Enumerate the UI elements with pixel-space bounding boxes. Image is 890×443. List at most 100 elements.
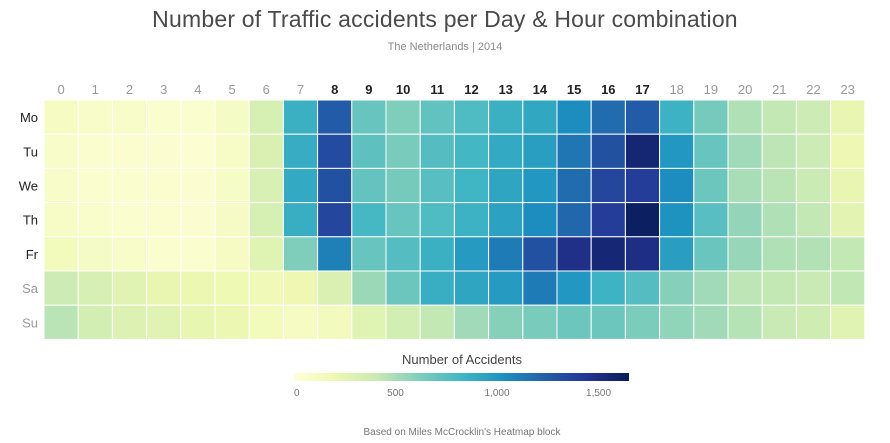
- heatmap-cell-mo-0[interactable]: Mo 0:00 — 120: [43, 99, 79, 135]
- heatmap-cell-th-5[interactable]: Th 5:00 — 105: [214, 202, 250, 238]
- heatmap-cell-we-14[interactable]: We 14:00 — 1000: [522, 167, 558, 204]
- heatmap-cell-su-16[interactable]: Su 16:00 — 680: [590, 304, 626, 340]
- heatmap-cell-fr-6[interactable]: Fr 6:00 — 280: [248, 236, 284, 272]
- heatmap-cell-tu-18[interactable]: Tu 18:00 — 1000: [659, 133, 695, 169]
- heatmap-cell-su-12[interactable]: Su 12:00 — 520: [453, 304, 490, 340]
- heatmap-cell-th-0[interactable]: Th 0:00 — 95: [43, 202, 79, 238]
- heatmap-cell-fr-20[interactable]: Fr 20:00 — 550: [727, 236, 763, 272]
- heatmap-cell-fr-7[interactable]: Fr 7:00 — 620: [282, 236, 319, 272]
- heatmap-cell-sa-8[interactable]: Sa 8:00 — 310: [317, 270, 353, 306]
- heatmap-cell-mo-13[interactable]: Mo 13:00 — 860: [488, 99, 524, 135]
- heatmap-cell-tu-22[interactable]: Tu 22:00 — 380: [795, 133, 832, 169]
- heatmap-cell-sa-6[interactable]: Sa 6:00 — 170: [248, 270, 284, 306]
- heatmap-cell-th-19[interactable]: Th 19:00 — 750: [693, 202, 729, 238]
- heatmap-cell-su-21[interactable]: Su 21:00 — 400: [761, 304, 797, 340]
- heatmap-cell-sa-13[interactable]: Sa 13:00 — 980: [488, 270, 524, 306]
- heatmap-cell-tu-0[interactable]: Tu 0:00 — 80: [43, 133, 79, 169]
- heatmap-cell-mo-11[interactable]: Mo 11:00 — 720: [419, 99, 455, 135]
- heatmap-cell-tu-2[interactable]: Tu 2:00 — 50: [111, 133, 148, 169]
- heatmap-cell-mo-19[interactable]: Mo 19:00 — 650: [693, 99, 729, 135]
- heatmap-cell-th-11[interactable]: Th 11:00 — 780: [419, 202, 455, 238]
- heatmap-cell-th-22[interactable]: Th 22:00 — 420: [795, 202, 832, 238]
- heatmap-cell-fr-17[interactable]: Fr 17:00 — 1500: [624, 236, 661, 272]
- heatmap-cell-fr-3[interactable]: Fr 3:00 — 60: [146, 236, 182, 272]
- heatmap-cell-su-9[interactable]: Su 9:00 — 280: [351, 304, 387, 340]
- heatmap-cell-we-21[interactable]: We 21:00 — 450: [761, 167, 797, 204]
- heatmap-cell-mo-3[interactable]: Mo 3:00 — 60: [146, 99, 182, 135]
- heatmap-cell-su-4[interactable]: Su 4:00 — 240: [180, 304, 216, 340]
- heatmap-cell-th-9[interactable]: Th 9:00 — 810: [351, 202, 387, 238]
- heatmap-cell-th-13[interactable]: Th 13:00 — 940: [488, 202, 524, 238]
- heatmap-cell-su-18[interactable]: Su 18:00 — 570: [659, 304, 695, 340]
- heatmap-cell-we-22[interactable]: We 22:00 — 390: [795, 167, 832, 204]
- heatmap-cell-fr-21[interactable]: Fr 21:00 — 480: [761, 236, 797, 272]
- heatmap-cell-th-21[interactable]: Th 21:00 — 480: [761, 202, 797, 238]
- heatmap-cell-sa-15[interactable]: Sa 15:00 — 1000: [556, 270, 592, 306]
- heatmap-cell-su-23[interactable]: Su 23:00 — 270: [830, 304, 866, 340]
- heatmap-cell-fr-5[interactable]: Fr 5:00 — 115: [214, 236, 250, 272]
- heatmap-cell-fr-13[interactable]: Fr 13:00 — 1120: [488, 236, 524, 272]
- heatmap-cell-mo-17[interactable]: Mo 17:00 — 1250: [624, 99, 661, 135]
- heatmap-cell-sa-23[interactable]: Sa 23:00 — 430: [830, 270, 866, 306]
- heatmap-cell-fr-9[interactable]: Fr 9:00 — 700: [351, 236, 387, 272]
- heatmap-cell-th-7[interactable]: Th 7:00 — 870: [282, 202, 319, 238]
- heatmap-cell-sa-7[interactable]: Sa 7:00 — 200: [282, 270, 319, 306]
- heatmap-cell-fr-15[interactable]: Fr 15:00 — 1480: [556, 236, 592, 272]
- heatmap-cell-su-22[interactable]: Su 22:00 — 370: [795, 304, 832, 340]
- heatmap-cell-th-17[interactable]: Th 17:00 — 1620: [624, 202, 661, 238]
- heatmap-cell-sa-17[interactable]: Sa 17:00 — 760: [624, 270, 661, 306]
- heatmap-cell-fr-8[interactable]: Fr 8:00 — 1100: [317, 236, 353, 272]
- heatmap-cell-we-0[interactable]: We 0:00 — 85: [43, 167, 79, 204]
- heatmap-cell-we-1[interactable]: We 1:00 — 60: [77, 167, 113, 204]
- heatmap-cell-we-5[interactable]: We 5:00 — 100: [214, 167, 250, 204]
- heatmap-cell-we-8[interactable]: We 8:00 — 1300: [317, 167, 353, 204]
- heatmap-cell-su-2[interactable]: Su 2:00 — 300: [111, 304, 148, 340]
- heatmap-cell-tu-7[interactable]: Tu 7:00 — 880: [282, 133, 319, 169]
- heatmap-cell-mo-1[interactable]: Mo 1:00 — 90: [77, 99, 113, 135]
- heatmap-cell-su-3[interactable]: Su 3:00 — 270: [146, 304, 182, 340]
- heatmap-cell-tu-19[interactable]: Tu 19:00 — 700: [693, 133, 729, 169]
- heatmap-cell-mo-10[interactable]: Mo 10:00 — 620: [385, 99, 421, 135]
- heatmap-cell-tu-10[interactable]: Tu 10:00 — 640: [385, 133, 421, 169]
- heatmap-cell-sa-11[interactable]: Sa 11:00 — 870: [419, 270, 455, 306]
- heatmap-cell-we-2[interactable]: We 2:00 — 55: [111, 167, 148, 204]
- heatmap-cell-fr-12[interactable]: Fr 12:00 — 980: [453, 236, 490, 272]
- heatmap-cell-th-15[interactable]: Th 15:00 — 1200: [556, 202, 592, 238]
- heatmap-cell-sa-3[interactable]: Sa 3:00 — 230: [146, 270, 182, 306]
- heatmap-cell-tu-8[interactable]: Tu 8:00 — 1330: [317, 133, 353, 169]
- heatmap-cell-tu-17[interactable]: Tu 17:00 — 1560: [624, 133, 661, 169]
- heatmap-cell-mo-8[interactable]: Mo 8:00 — 1250: [317, 99, 353, 135]
- heatmap-cell-fr-14[interactable]: Fr 14:00 — 1300: [522, 236, 558, 272]
- heatmap-cell-tu-6[interactable]: Tu 6:00 — 310: [248, 133, 284, 169]
- heatmap-cell-th-1[interactable]: Th 1:00 — 65: [77, 202, 113, 238]
- heatmap-cell-we-6[interactable]: We 6:00 — 320: [248, 167, 284, 204]
- heatmap-cell-mo-23[interactable]: Mo 23:00 — 230: [830, 99, 866, 135]
- heatmap-cell-th-18[interactable]: Th 18:00 — 1020: [659, 202, 695, 238]
- heatmap-cell-su-5[interactable]: Su 5:00 — 210: [214, 304, 250, 340]
- heatmap-cell-mo-15[interactable]: Mo 15:00 — 1050: [556, 99, 592, 135]
- heatmap-cell-su-20[interactable]: Su 20:00 — 460: [727, 304, 763, 340]
- heatmap-cell-th-23[interactable]: Th 23:00 — 260: [830, 202, 866, 238]
- heatmap-cell-th-8[interactable]: Th 8:00 — 1350: [317, 202, 353, 238]
- heatmap-cell-we-7[interactable]: We 7:00 — 900: [282, 167, 319, 204]
- heatmap-cell-tu-3[interactable]: Tu 3:00 — 45: [146, 133, 182, 169]
- heatmap-cell-th-16[interactable]: Th 16:00 — 1400: [590, 202, 626, 238]
- heatmap-cell-sa-2[interactable]: Sa 2:00 — 270: [111, 270, 148, 306]
- heatmap-cell-tu-21[interactable]: Tu 21:00 — 440: [761, 133, 797, 169]
- heatmap-cell-tu-16[interactable]: Tu 16:00 — 1300: [590, 133, 626, 169]
- heatmap-cell-sa-12[interactable]: Sa 12:00 — 920: [453, 270, 490, 306]
- heatmap-cell-sa-16[interactable]: Sa 16:00 — 840: [590, 270, 626, 306]
- heatmap-cell-sa-18[interactable]: Sa 18:00 — 600: [659, 270, 695, 306]
- heatmap-cell-su-1[interactable]: Su 1:00 — 350: [77, 304, 113, 340]
- heatmap-cell-we-18[interactable]: We 18:00 — 1050: [659, 167, 695, 204]
- heatmap-cell-we-10[interactable]: We 10:00 — 650: [385, 167, 421, 204]
- heatmap-cell-sa-21[interactable]: Sa 21:00 — 420: [761, 270, 797, 306]
- heatmap-cell-th-20[interactable]: Th 20:00 — 560: [727, 202, 763, 238]
- heatmap-cell-sa-19[interactable]: Sa 19:00 — 520: [693, 270, 729, 306]
- heatmap-cell-fr-18[interactable]: Fr 18:00 — 960: [659, 236, 695, 272]
- heatmap-cell-tu-13[interactable]: Tu 13:00 — 900: [488, 133, 524, 169]
- heatmap-cell-fr-11[interactable]: Fr 11:00 — 860: [419, 236, 455, 272]
- heatmap-cell-tu-11[interactable]: Tu 11:00 — 760: [419, 133, 455, 169]
- heatmap-cell-sa-4[interactable]: Sa 4:00 — 210: [180, 270, 216, 306]
- heatmap-cell-mo-14[interactable]: Mo 14:00 — 910: [522, 99, 558, 135]
